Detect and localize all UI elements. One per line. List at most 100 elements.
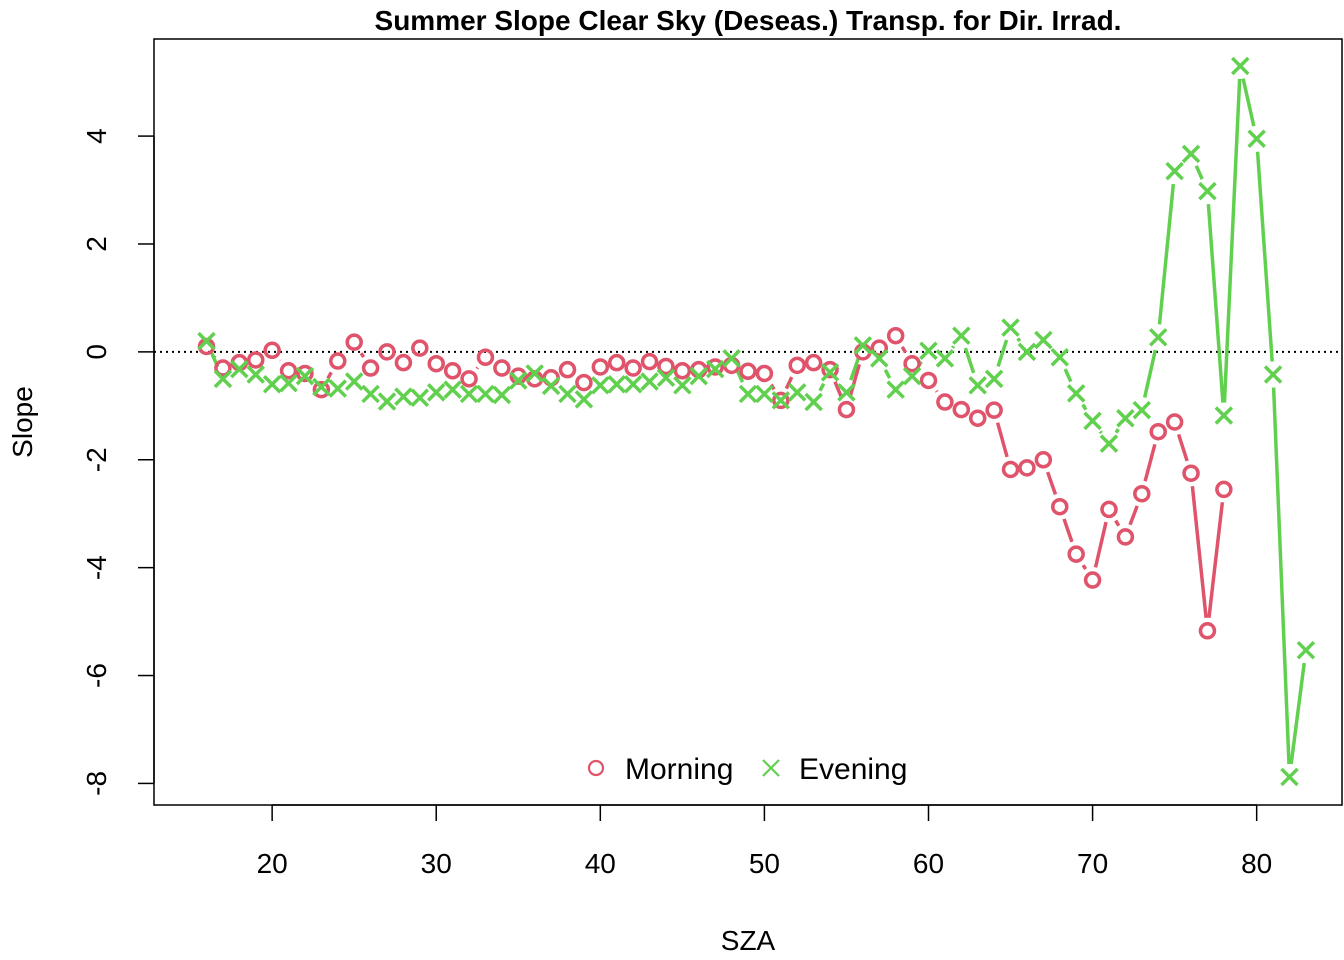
evening-line-segment xyxy=(1222,78,1242,403)
morning-point xyxy=(427,354,445,373)
morning-line-segment xyxy=(1081,564,1088,571)
morning-point xyxy=(558,360,577,379)
morning-line-segment xyxy=(1143,443,1157,482)
cross-stroke xyxy=(1280,767,1299,787)
morning-line-segment xyxy=(848,363,861,398)
cross-stroke xyxy=(328,379,348,398)
morning-point xyxy=(821,360,839,379)
legend-evening-label: Evening xyxy=(799,753,907,786)
evening-line-segment xyxy=(1114,428,1120,434)
cross-stroke xyxy=(1132,400,1152,420)
cross-stroke xyxy=(509,371,528,390)
evening-line-segment xyxy=(1271,387,1291,765)
cross-stroke xyxy=(607,375,626,394)
morning-point xyxy=(640,352,659,371)
morning-point xyxy=(1001,460,1020,479)
morning-point xyxy=(1133,484,1151,503)
evening-point xyxy=(935,349,955,368)
evening-point xyxy=(1132,400,1152,420)
evening-line-segment xyxy=(883,369,892,379)
cross-stroke xyxy=(722,349,741,368)
morning-line-segment xyxy=(475,366,479,370)
evening-point xyxy=(377,392,397,411)
evening-line-segment xyxy=(996,339,1009,367)
x-tick-label: 70 xyxy=(1077,848,1108,879)
cross-stroke xyxy=(762,759,780,777)
evening-point xyxy=(738,384,758,404)
morning-point xyxy=(263,341,281,360)
morning-point xyxy=(886,326,905,345)
evening-point xyxy=(1083,411,1102,431)
morning-line-segment xyxy=(1045,471,1058,495)
evening-point xyxy=(394,387,413,406)
evening-point xyxy=(1001,318,1020,337)
evening-point xyxy=(787,383,807,402)
morning-point xyxy=(837,400,856,419)
morning-point xyxy=(607,353,626,372)
morning-point xyxy=(673,362,692,380)
evening-point xyxy=(804,392,823,412)
morning-line-segment xyxy=(934,389,939,393)
cross-stroke xyxy=(935,349,955,368)
cross-stroke xyxy=(919,341,938,361)
cross-stroke xyxy=(377,392,397,411)
evening-point xyxy=(1247,129,1266,149)
cross-stroke xyxy=(1231,56,1250,76)
evening-point xyxy=(262,375,282,394)
plot-frame xyxy=(153,38,1343,806)
morning-point xyxy=(1034,451,1053,469)
cross-stroke xyxy=(213,369,233,389)
evening-point xyxy=(1231,56,1250,76)
cross-stroke xyxy=(1198,181,1217,201)
y-tick-label: 0 xyxy=(81,344,112,360)
morning-point xyxy=(657,357,675,376)
morning-line-segment xyxy=(900,346,908,354)
evening-point xyxy=(771,391,791,410)
cross-stroke xyxy=(640,372,659,391)
morning-point xyxy=(870,339,889,357)
morning-point xyxy=(919,371,938,390)
evening-point xyxy=(295,366,315,386)
y-tick-label: 2 xyxy=(81,236,112,252)
morning-point xyxy=(1198,622,1217,640)
cross-stroke xyxy=(1263,365,1283,384)
evening-point xyxy=(558,384,577,404)
morning-point xyxy=(1116,528,1135,546)
series-points xyxy=(197,56,1316,787)
x-tick-label: 40 xyxy=(585,848,616,879)
cross-stroke xyxy=(459,384,479,404)
morning-point xyxy=(312,380,331,399)
morning-line-segment xyxy=(1062,518,1074,543)
evening-point xyxy=(689,366,709,386)
evening-line-segment xyxy=(1142,349,1158,398)
morning-point xyxy=(739,362,757,381)
morning-point xyxy=(591,358,610,376)
evening-line-segment xyxy=(1289,662,1306,765)
cross-stroke xyxy=(591,376,610,395)
morning-point xyxy=(279,362,298,380)
cross-stroke xyxy=(279,373,298,393)
cross-stroke xyxy=(1148,328,1168,347)
cross-stroke xyxy=(426,383,446,402)
morning-point xyxy=(903,354,921,373)
evening-point xyxy=(1148,328,1168,347)
evening-line-segment xyxy=(1081,403,1088,411)
morning-point xyxy=(804,353,823,372)
cross-stroke xyxy=(558,384,577,404)
cross-stroke xyxy=(837,383,856,402)
morning-line-segment xyxy=(1207,502,1225,619)
cross-stroke xyxy=(820,363,840,382)
cross-stroke xyxy=(853,336,873,355)
evening-point xyxy=(886,380,905,399)
evening-point xyxy=(837,383,856,402)
evening-point xyxy=(1214,406,1234,425)
evening-point xyxy=(984,369,1004,389)
cross-stroke xyxy=(968,376,987,395)
cross-stroke xyxy=(1083,411,1102,431)
cross-stroke xyxy=(246,365,265,384)
morning-point xyxy=(1100,500,1118,519)
evening-point xyxy=(541,376,561,396)
evening-point xyxy=(853,336,873,355)
morning-point xyxy=(755,364,774,383)
